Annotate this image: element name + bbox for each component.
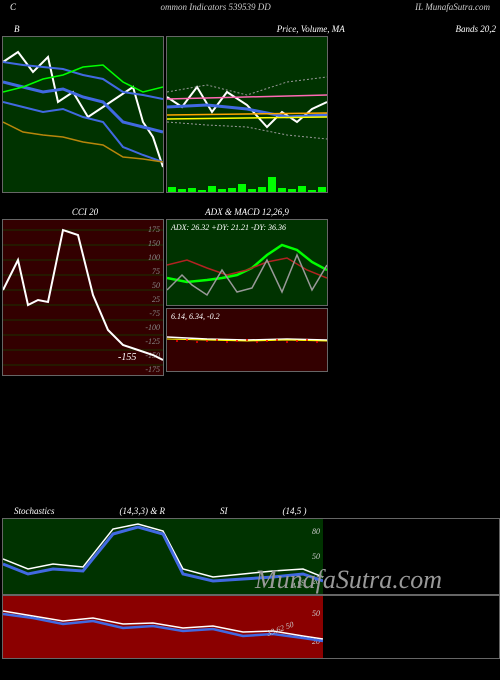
macd-chart: 6.14, 6.34, -0.2: [166, 308, 328, 372]
svg-text:-75: -75: [149, 309, 160, 318]
svg-text:-100: -100: [145, 323, 160, 332]
svg-text:150: 150: [148, 239, 160, 248]
rsi-chart: 502033.62 50: [2, 595, 500, 659]
stoch-title-left: Stochastics: [14, 506, 55, 516]
stoch-title-c2: SI: [220, 506, 228, 516]
stoch-title-c1: (14,3,3) & R: [120, 506, 166, 516]
bollinger-chart: [2, 36, 164, 193]
price-title: Price, Volume, MA: [277, 24, 345, 34]
svg-text:25: 25: [152, 295, 160, 304]
header-right: IL MunafaSutra.com: [415, 2, 490, 12]
svg-text:6.14, 6.34, -0.2: 6.14, 6.34, -0.2: [171, 312, 220, 321]
stochastics-chart: 8050204.59: [2, 518, 500, 595]
bollinger-title: B: [14, 24, 20, 34]
cci-title: CCI 20: [72, 207, 98, 217]
svg-text:-175: -175: [145, 365, 160, 374]
svg-text:50: 50: [312, 552, 320, 561]
bollinger-title-right: Bands 20,2: [456, 24, 497, 34]
page-header: C ommon Indicators 539539 DD IL MunafaSu…: [0, 0, 500, 14]
svg-text:100: 100: [148, 253, 160, 262]
svg-text:75: 75: [152, 267, 160, 276]
svg-text:-155: -155: [118, 352, 136, 363]
svg-text:50: 50: [312, 609, 320, 618]
svg-text:50: 50: [152, 281, 160, 290]
svg-text:-125: -125: [145, 337, 160, 346]
adx-chart: ADX: 26.32 +DY: 21.21 -DY: 36.36: [166, 219, 328, 306]
svg-text:175: 175: [148, 225, 160, 234]
adx-title: ADX & MACD 12,26,9: [205, 207, 289, 217]
svg-text:ADX: 26.32 +DY: 21.21 -DY: 36: ADX: 26.32 +DY: 21.21 -DY: 36.36: [170, 223, 286, 232]
price-chart: [166, 36, 328, 193]
svg-text:80: 80: [312, 527, 320, 536]
stoch-title-right: (14,5 ): [283, 506, 307, 516]
header-center: ommon Indicators 539539 DD: [160, 2, 270, 12]
cci-chart: 175150100755025-75-100-125-150-175-155: [2, 219, 164, 376]
header-left: C: [10, 2, 16, 12]
